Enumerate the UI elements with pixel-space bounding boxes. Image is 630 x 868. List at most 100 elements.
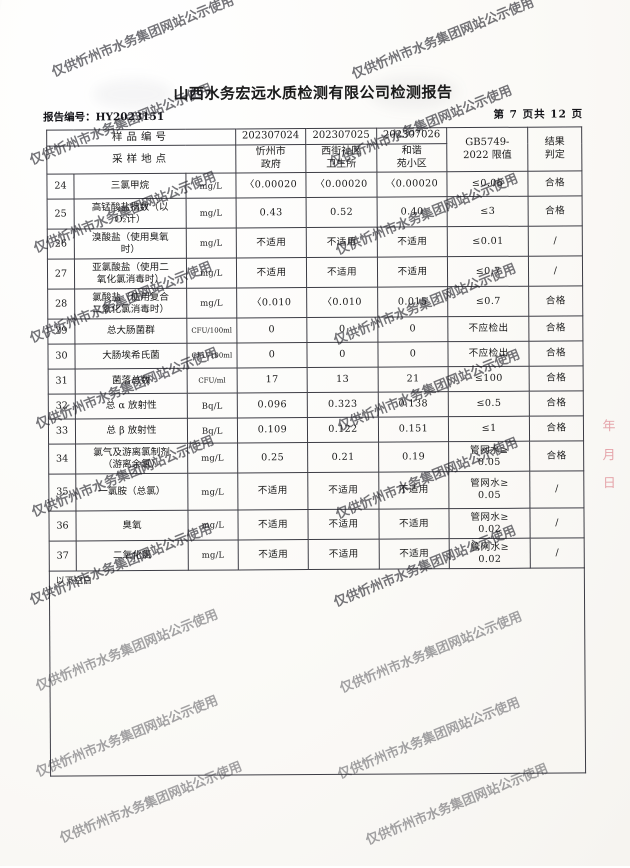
header-row-sample-no: 样品编号 202307024 202307025 202307026 GB574…: [46, 126, 582, 172]
row-unit-27: mg/L: [186, 258, 237, 289]
row-unit-31: CFU/ml: [187, 368, 237, 394]
water-quality-table: 样品编号 202307024 202307025 202307026 GB574…: [46, 126, 585, 572]
row-value-sample2-29: 0: [306, 317, 378, 343]
limit-header-line1: GB5749-: [465, 136, 510, 149]
page-title: 山西水务宏远水质检测有限公司检测报告: [173, 83, 453, 103]
row-limit-28: ≤0.7: [447, 286, 529, 317]
row-limit-32: ≤0.5: [448, 391, 530, 417]
row-unit-28: mg/L: [186, 288, 237, 319]
row-result-28: 合格: [528, 285, 583, 317]
sample-no-1: 202307024: [235, 128, 306, 146]
row-item-26: 溴酸盐（使用臭氧 时）: [74, 228, 187, 260]
red-margin-note: 年 月 日: [602, 419, 616, 492]
sample-site-1: 忻州市 政府: [235, 144, 307, 174]
row-item-27: 亚氯酸盐（使用二 氧化氯消毒时）: [74, 258, 187, 290]
page-indicator: 第 7 页共 12 页: [493, 108, 584, 121]
row-result-33: 合格: [529, 415, 584, 442]
row-index-32: 32: [48, 394, 76, 420]
row-item-29: 总大肠菌群: [74, 318, 187, 345]
row-value-sample2-34: 0.21: [307, 442, 379, 473]
row-item-30: 大肠埃希氏菌: [74, 343, 188, 370]
row-index-26: 26: [47, 229, 75, 260]
row-limit-34: 管网水≥ 0.05: [448, 441, 530, 472]
row-unit-37: mg/L: [188, 540, 239, 571]
row-value-sample1-26: 不适用: [235, 227, 307, 259]
row-result-35: /: [529, 470, 584, 509]
sample-site-3: 和谐 苑小区: [376, 143, 448, 173]
table-row: 25 高锰酸盐指数（以 O₂计） mg/L 0.43 0.52 0.40 ≤3 合格: [47, 195, 583, 230]
table-row: 37 二氧化氯 mg/L 不适用 不适用 不适用 管网水≥ 0.02/: [49, 537, 585, 572]
row-item-28: 氯酸盐（使用复合 二氧化氯消毒时）: [74, 288, 187, 320]
row-result-30: 合格: [528, 340, 584, 367]
row-index-28: 28: [47, 289, 75, 320]
row-unit-30: CFU/100ml: [186, 343, 237, 369]
row-value-sample3-28: 0.015: [377, 286, 448, 318]
row-index-24: 24: [46, 174, 75, 200]
table-row: 26 溴酸盐（使用臭氧 时） mg/L 不适用 不适用 不适用 ≤0.01/: [47, 225, 583, 260]
row-value-sample2-27: 不适用: [306, 257, 378, 288]
row-value-sample3-32: 0.138: [377, 391, 449, 418]
sample-site-2-line1: 西街社区: [321, 145, 362, 158]
table-row: 24 三氯甲烷 mg/L 〈0.00020 〈0.00020 〈0.00020 ≤0.06 合…: [46, 170, 583, 200]
row-value-sample3-27: 不适用: [377, 256, 448, 288]
sample-no-label: 样品编号: [46, 128, 236, 147]
row-value-sample2-35: 不适用: [307, 472, 379, 510]
row-index-35: 35: [48, 474, 76, 512]
row-limit-37: 管网水≥ 0.02: [449, 538, 531, 569]
row-item-35: 一氯胺（总氯）: [75, 473, 188, 512]
row-value-sample2-30: 0: [307, 342, 378, 368]
row-value-sample3-29: 0: [377, 316, 449, 343]
row-value-sample2-26: 不适用: [306, 227, 378, 258]
report-number-label: 报告编号：: [43, 111, 96, 124]
row-result-24: 合格: [527, 170, 583, 197]
limit-column-header: GB5749- 2022 限值: [446, 127, 528, 172]
row-value-sample3-33: 0.151: [378, 416, 449, 443]
row-index-34: 34: [48, 444, 76, 475]
row-limit-24: ≤0.06: [447, 171, 529, 197]
row-unit-33: Bq/L: [187, 418, 238, 444]
sample-site-2-line2: 卫生所: [326, 158, 357, 170]
report-number-value: HY2023151: [95, 110, 165, 124]
row-item-34: 氯气及游离氯制剂 （游离余氯）: [75, 443, 188, 475]
row-result-25: 合格: [528, 195, 583, 227]
row-item-32: 总 α 放射性: [75, 393, 188, 420]
row-value-sample1-28: 〈0.010: [236, 287, 307, 319]
table-row: 33 总 β 放射性 Bq/L 0.109 0.122 0.151 ≤1 合格: [48, 415, 584, 445]
sample-site-label: 采样地点: [46, 145, 236, 175]
table-row: 36 臭氧 mg/L 不适用 不适用 不适用 管网水≥ 0.02/: [48, 507, 585, 542]
row-value-sample3-30: 0: [377, 341, 449, 368]
result-header-line2: 判定: [544, 149, 565, 161]
report-number: 报告编号：HY2023151: [43, 109, 164, 125]
table-body: 24 三氯甲烷 mg/L 〈0.00020 〈0.00020 〈0.00020 ≤0.06 合…: [46, 170, 585, 572]
row-value-sample1-35: 不适用: [237, 472, 309, 511]
row-result-32: 合格: [529, 390, 584, 417]
row-index-25: 25: [47, 199, 75, 230]
table-row: 32 总 α 放射性 Bq/L 0.096 0.323 0.138 ≤0.5 合格: [48, 390, 584, 420]
row-unit-29: CFU/100ml: [186, 318, 237, 344]
row-result-31: 合格: [529, 365, 584, 392]
row-value-sample2-32: 0.323: [307, 392, 379, 418]
row-unit-25: mg/L: [185, 198, 236, 229]
blank-area-block: 以下空白: [48, 567, 587, 777]
row-result-26: /: [528, 225, 583, 257]
row-index-30: 30: [47, 344, 76, 370]
row-unit-34: mg/L: [187, 443, 238, 474]
row-value-sample2-24: 〈0.00020: [306, 172, 377, 198]
result-header-line1: 结果: [544, 136, 565, 148]
table-row: 34 氯气及游离氯制剂 （游离余氯） mg/L 0.25 0.21 0.19 管网水≥ 0.05…: [48, 440, 584, 475]
row-value-sample3-25: 0.40: [376, 196, 448, 228]
row-index-31: 31: [48, 369, 76, 395]
row-value-sample2-37: 不适用: [308, 539, 380, 570]
row-value-sample3-31: 21: [377, 366, 449, 393]
row-value-sample3-35: 不适用: [378, 471, 450, 510]
table-row: 27 亚氯酸盐（使用二 氧化氯消毒时） mg/L 不适用 不适用 不适用 ≤0.7/: [47, 255, 583, 290]
blank-area-note: 以下空白: [55, 576, 92, 587]
row-limit-26: ≤0.01: [447, 226, 529, 257]
row-index-37: 37: [49, 541, 77, 572]
row-value-sample1-37: 不适用: [237, 539, 309, 571]
row-value-sample1-31: 17: [236, 367, 308, 394]
row-item-25: 高锰酸盐指数（以 O₂计）: [74, 198, 187, 230]
row-value-sample2-25: 0.52: [306, 197, 377, 228]
sample-site-1-line2: 政府: [260, 158, 281, 170]
